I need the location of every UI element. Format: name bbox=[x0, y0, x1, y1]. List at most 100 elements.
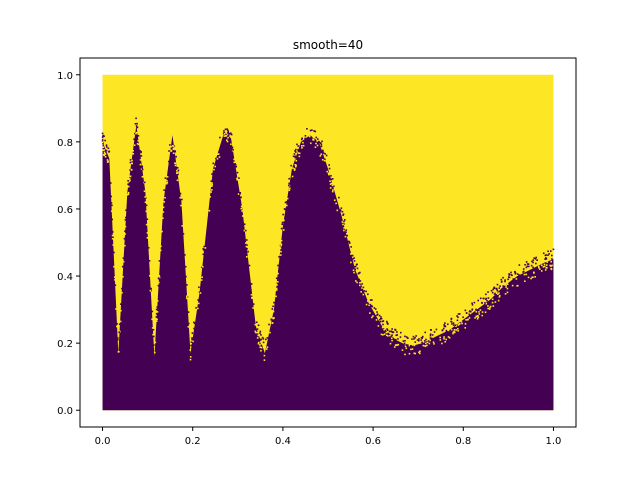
scatter-point bbox=[511, 284, 514, 287]
scatter-point bbox=[551, 264, 553, 267]
scatter-point bbox=[345, 229, 348, 231]
scatter-point bbox=[116, 339, 119, 341]
scatter-point bbox=[363, 290, 366, 292]
scatter-point bbox=[497, 299, 500, 302]
scatter-point bbox=[137, 139, 140, 142]
scatter-point bbox=[516, 273, 519, 275]
scatter-point bbox=[292, 155, 295, 158]
scatter-point bbox=[293, 169, 296, 171]
scatter-point bbox=[426, 344, 428, 347]
scatter-point bbox=[412, 335, 415, 338]
scatter-point bbox=[199, 292, 202, 294]
scatter-point bbox=[189, 356, 192, 358]
scatter-point bbox=[439, 339, 442, 341]
scatter-point bbox=[394, 329, 397, 331]
scatter-point bbox=[389, 342, 392, 345]
scatter-point bbox=[122, 260, 125, 263]
scatter-point bbox=[151, 327, 154, 329]
scatter-point bbox=[177, 173, 179, 176]
scatter-point bbox=[401, 349, 404, 351]
scatter-point bbox=[492, 288, 494, 291]
scatter-point bbox=[353, 271, 355, 274]
scatter-point bbox=[266, 346, 269, 349]
scatter-point bbox=[380, 333, 383, 336]
scatter-point bbox=[504, 279, 506, 281]
scatter-point bbox=[143, 190, 146, 192]
scatter-point bbox=[468, 317, 471, 319]
scatter-point bbox=[245, 245, 248, 248]
scatter-point bbox=[362, 293, 365, 296]
scatter-point bbox=[475, 311, 478, 313]
scatter-point bbox=[351, 254, 354, 257]
scatter-point bbox=[241, 215, 244, 217]
scatter-point bbox=[322, 152, 325, 154]
scatter-point bbox=[502, 276, 504, 279]
scatter-point bbox=[506, 283, 509, 286]
scatter-point bbox=[197, 299, 199, 301]
scatter-point bbox=[461, 322, 463, 325]
scatter-point bbox=[136, 142, 139, 145]
scatter-point bbox=[404, 339, 406, 342]
scatter-point bbox=[187, 326, 190, 328]
scatter-point bbox=[124, 230, 126, 232]
scatter-point bbox=[500, 278, 503, 281]
scatter-point bbox=[300, 138, 303, 141]
scatter-point bbox=[129, 161, 132, 164]
scatter-point bbox=[121, 291, 123, 294]
scatter-point bbox=[273, 301, 275, 304]
scatter-point bbox=[343, 219, 346, 221]
scatter-point bbox=[321, 151, 324, 154]
scatter-point bbox=[234, 162, 236, 165]
axes-frame bbox=[79, 57, 577, 428]
scatter-point bbox=[379, 318, 381, 321]
scatter-point bbox=[435, 328, 438, 331]
scatter-point bbox=[259, 332, 261, 334]
scatter-point bbox=[343, 220, 345, 223]
scatter-point bbox=[359, 281, 361, 284]
scatter-point bbox=[505, 284, 507, 287]
scatter-point bbox=[127, 193, 130, 196]
scatter-point bbox=[312, 139, 315, 141]
scatter-point bbox=[543, 265, 546, 268]
scatter-point bbox=[281, 223, 283, 226]
scatter-point bbox=[222, 132, 225, 134]
scatter-point bbox=[297, 149, 299, 151]
scatter-point bbox=[359, 271, 361, 274]
scatter-point bbox=[375, 319, 378, 321]
scatter-point bbox=[396, 344, 399, 346]
scatter-point bbox=[201, 265, 204, 268]
scatter-point bbox=[160, 245, 162, 248]
scatter-point bbox=[179, 197, 182, 199]
scatter-point bbox=[386, 328, 388, 330]
scatter-point bbox=[259, 341, 262, 343]
scatter-point bbox=[422, 344, 425, 347]
scatter-point bbox=[257, 324, 260, 327]
scatter-point bbox=[243, 223, 246, 225]
scatter-point bbox=[294, 157, 297, 160]
scatter-point bbox=[458, 313, 461, 315]
scatter-point bbox=[125, 209, 127, 212]
scatter-point bbox=[477, 316, 480, 319]
scatter-point bbox=[358, 272, 360, 274]
scatter-point bbox=[522, 268, 525, 270]
scatter-point bbox=[260, 338, 262, 341]
scatter-point bbox=[348, 240, 350, 243]
scatter-point bbox=[452, 332, 454, 335]
scatter-point bbox=[538, 266, 540, 269]
scatter-point bbox=[432, 341, 435, 344]
scatter-point bbox=[210, 189, 213, 191]
scatter-point bbox=[395, 338, 397, 341]
scatter-point bbox=[140, 155, 143, 157]
scatter-point bbox=[414, 336, 416, 339]
scatter-point bbox=[157, 284, 160, 287]
scatter-point bbox=[376, 313, 379, 316]
scatter-point bbox=[227, 134, 230, 137]
scatter-point bbox=[351, 258, 354, 260]
scatter-point bbox=[145, 210, 148, 213]
scatter-point bbox=[233, 158, 235, 161]
scatter-point bbox=[329, 183, 332, 185]
scatter-point bbox=[164, 177, 167, 179]
scatter-point bbox=[185, 295, 188, 298]
scatter-point bbox=[443, 324, 446, 327]
scatter-point bbox=[101, 139, 104, 141]
